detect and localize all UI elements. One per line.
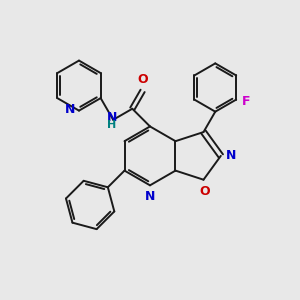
Text: O: O	[137, 74, 148, 86]
Text: F: F	[242, 94, 250, 108]
Text: N: N	[65, 103, 76, 116]
Text: N: N	[145, 190, 155, 203]
Text: O: O	[200, 185, 210, 198]
Text: N: N	[106, 111, 117, 124]
Text: H: H	[107, 120, 116, 130]
Text: N: N	[226, 149, 236, 162]
